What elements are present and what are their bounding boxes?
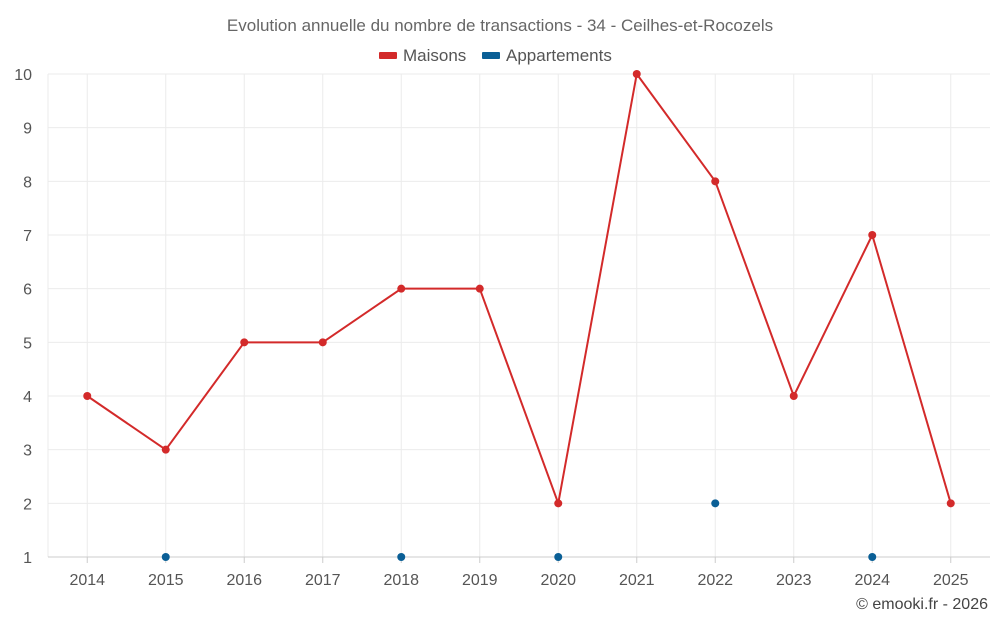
data-point-appartements[interactable] — [397, 553, 406, 561]
legend-label-maisons[interactable]: Maisons — [403, 46, 466, 65]
legend-swatch-appartements — [482, 52, 500, 59]
data-point-maisons[interactable] — [83, 392, 92, 400]
x-axis-ticks: 2014 2015 2016 2017 2018 2019 2020 2021 2022 2023… — [69, 572, 968, 589]
data-point-appartements[interactable] — [161, 553, 170, 561]
x-tick-label: 2023 — [776, 572, 812, 589]
series-line-maisons — [86, 73, 952, 505]
chart-title: Evolution annuelle du nombre de transact… — [227, 16, 773, 35]
data-point-maisons[interactable] — [240, 338, 249, 347]
legend-swatch-maisons — [379, 52, 397, 59]
y-axis-ticks: 1 2 3 4 5 6 7 8 9 10 — [14, 67, 32, 567]
axes — [48, 556, 990, 563]
x-tick-label: 2017 — [305, 572, 341, 589]
y-tick-label: 6 — [23, 282, 32, 299]
y-tick-label: 9 — [23, 121, 32, 138]
data-point-maisons[interactable] — [161, 445, 170, 454]
y-tick-label: 4 — [23, 389, 32, 406]
y-tick-label: 10 — [14, 67, 32, 84]
data-point-maisons[interactable] — [318, 338, 327, 347]
y-tick-label: 1 — [23, 550, 32, 567]
x-tick-label: 2025 — [933, 572, 969, 589]
data-point-appartements[interactable] — [868, 553, 877, 561]
x-tick-label: 2021 — [619, 572, 655, 589]
data-point-maisons[interactable] — [397, 284, 406, 293]
x-tick-label: 2016 — [226, 572, 262, 589]
data-point-maisons[interactable] — [868, 231, 877, 239]
series — [83, 70, 955, 561]
y-tick-label: 7 — [23, 228, 32, 245]
x-tick-label: 2014 — [69, 572, 105, 589]
data-point-maisons[interactable] — [789, 392, 798, 400]
gridlines — [47, 73, 990, 558]
data-point-appartements[interactable] — [711, 499, 720, 508]
data-point-maisons[interactable] — [554, 499, 563, 508]
x-tick-label: 2022 — [697, 572, 733, 589]
y-tick-label: 3 — [23, 443, 32, 460]
x-tick-label: 2019 — [462, 572, 498, 589]
y-tick-label: 8 — [23, 174, 32, 191]
data-point-maisons[interactable] — [711, 177, 720, 186]
x-tick-label: 2024 — [854, 572, 890, 589]
data-point-maisons[interactable] — [632, 70, 641, 78]
y-tick-label: 2 — [23, 496, 32, 513]
data-point-maisons[interactable] — [946, 499, 955, 508]
legend-label-appartements[interactable]: Appartements — [506, 46, 612, 65]
data-point-appartements[interactable] — [554, 553, 563, 561]
series-maisons — [83, 70, 955, 508]
x-tick-label: 2015 — [148, 572, 184, 589]
x-tick-label: 2018 — [383, 572, 419, 589]
credit-text: © emooki.fr - 2026 — [856, 596, 988, 613]
y-tick-label: 5 — [23, 335, 32, 352]
x-tick-label: 2020 — [540, 572, 576, 589]
data-point-maisons[interactable] — [475, 284, 484, 293]
legend: Maisons Appartements — [379, 46, 612, 65]
series-appartements — [161, 499, 877, 561]
